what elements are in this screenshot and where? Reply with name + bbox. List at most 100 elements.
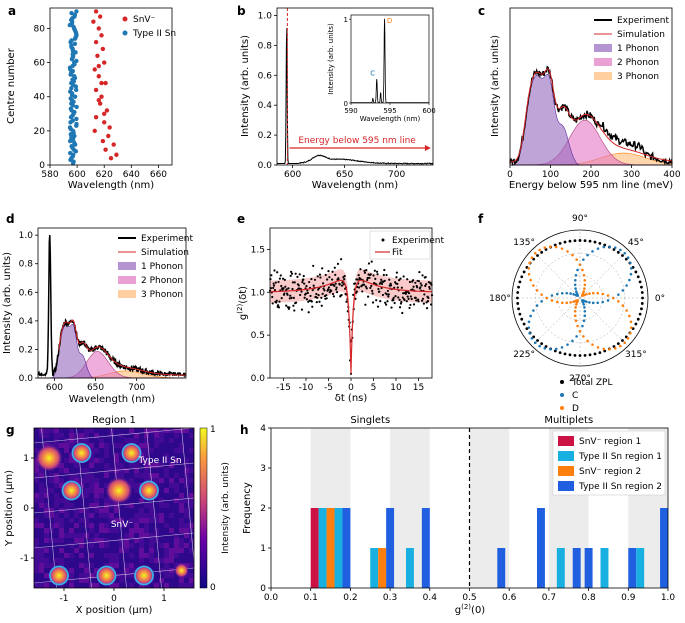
emitter-spot [120, 442, 143, 464]
polar-c-point [574, 287, 577, 290]
polar-d-point [596, 291, 600, 295]
g2-data-point [280, 284, 283, 288]
heatmap-pixel [94, 528, 99, 533]
heatmap-pixel [54, 488, 59, 493]
heatmap-pixel [154, 568, 159, 573]
g2-data-point [322, 287, 325, 290]
heatmap-pixel [129, 578, 134, 583]
heatmap-pixel [74, 543, 79, 548]
polar-d-point [574, 319, 578, 323]
panel-c-ylabel: Intensity (arb. units) [490, 35, 501, 137]
g2-data-point [425, 307, 429, 310]
polar-total-point [634, 322, 638, 326]
polar-d-point [573, 309, 577, 313]
panel-b-y-tick-label: 0.8 [258, 41, 273, 51]
heatmap-pixel [149, 508, 154, 513]
g2-data-point [275, 301, 278, 304]
legend-marker-d [118, 262, 136, 270]
heatmap-pixel [49, 538, 54, 543]
heatmap-pixel [129, 428, 134, 433]
polar-d-point [555, 300, 559, 304]
heatmap-pixel [79, 503, 84, 508]
heatmap-pixel [64, 528, 69, 533]
inset-peak-c-label: C [370, 70, 375, 78]
snv-point [97, 14, 103, 19]
heatmap-pixel [114, 533, 119, 538]
heatmap-pixel [154, 458, 159, 463]
heatmap-pixel [179, 513, 184, 518]
heatmap-pixel [184, 488, 189, 493]
heatmap-pixel [64, 523, 69, 528]
polar-c-point [533, 341, 537, 345]
g2-data-point [373, 269, 376, 272]
heatmap-pixel [59, 513, 64, 518]
polar-c-point [629, 267, 633, 270]
heatmap-pixel [64, 448, 69, 453]
heatmap-pixel [174, 478, 179, 483]
heatmap-pixel [164, 483, 169, 488]
g2-data-point [320, 304, 323, 307]
heatmap-pixel [139, 548, 144, 553]
type2-annotation: Type II Sn [137, 456, 181, 466]
heatmap-pixel [39, 523, 44, 528]
heatmap-pixel [124, 473, 129, 478]
heatmap-pixel [164, 443, 169, 448]
g2-data-point [393, 286, 396, 289]
colorbar-tick-min: 0 [210, 583, 216, 593]
polar-d-point [612, 296, 615, 300]
g2-data-point [313, 278, 317, 281]
polar-total-point [516, 302, 520, 305]
g2-data-point [380, 282, 384, 285]
heatmap-pixel [139, 463, 144, 468]
heatmap-pixel [179, 503, 184, 508]
heatmap-pixel [179, 443, 184, 448]
heatmap-pixel [129, 533, 134, 538]
polar-d-point [582, 335, 585, 338]
heatmap-pixel [44, 518, 49, 523]
heatmap-pixel [39, 493, 44, 498]
g2-data-point [316, 275, 319, 278]
g2-data-point [321, 292, 324, 295]
g2-data-point [292, 296, 295, 299]
heatmap-grid-line [146, 427, 162, 589]
polar-d-point [566, 250, 569, 253]
heatmap-pixel [89, 473, 94, 478]
heatmap-pixel [74, 548, 79, 553]
heatmap-pixel [159, 513, 164, 518]
polar-c-point [538, 344, 541, 348]
heatmap-pixel [139, 538, 144, 543]
heatmap-pixel [44, 583, 49, 588]
heatmap-pixel [124, 568, 129, 573]
heatmap-pixel [179, 533, 184, 538]
panel-g-title: Region 1 [92, 415, 136, 426]
panel-h-x-tick-label: 0.0 [264, 593, 279, 603]
type2-point [68, 150, 73, 156]
inset-y-tick-label: 0 [344, 100, 348, 108]
heatmap-pixel [164, 538, 169, 543]
polar-d-point [574, 306, 577, 309]
heatmap-pixel [134, 548, 139, 553]
g2-data-point [380, 278, 383, 281]
g2-data-point [278, 300, 281, 303]
polar-d-point [576, 324, 579, 328]
g2-data-point [311, 289, 314, 292]
heatmap-pixel [54, 438, 59, 443]
heatmap-pixel [34, 553, 39, 558]
heatmap-pixel [39, 483, 44, 488]
heatmap-pixel [114, 443, 119, 448]
snv-point [100, 46, 106, 52]
heatmap-pixel [89, 478, 94, 483]
heatmap-pixel [124, 468, 129, 473]
polar-total-point [640, 302, 644, 305]
snv-point [102, 120, 107, 125]
polar-d-point [625, 309, 628, 312]
polar-d-point [602, 347, 606, 351]
g2-data-point [315, 292, 318, 296]
polar-d-point [560, 301, 564, 305]
heatmap-pixel [164, 578, 169, 583]
heatmap-pixel [39, 528, 44, 533]
heatmap-pixel [79, 473, 84, 478]
heatmap-pixel [109, 543, 114, 548]
heatmap-pixel [144, 523, 149, 528]
g2-data-point [312, 284, 315, 287]
